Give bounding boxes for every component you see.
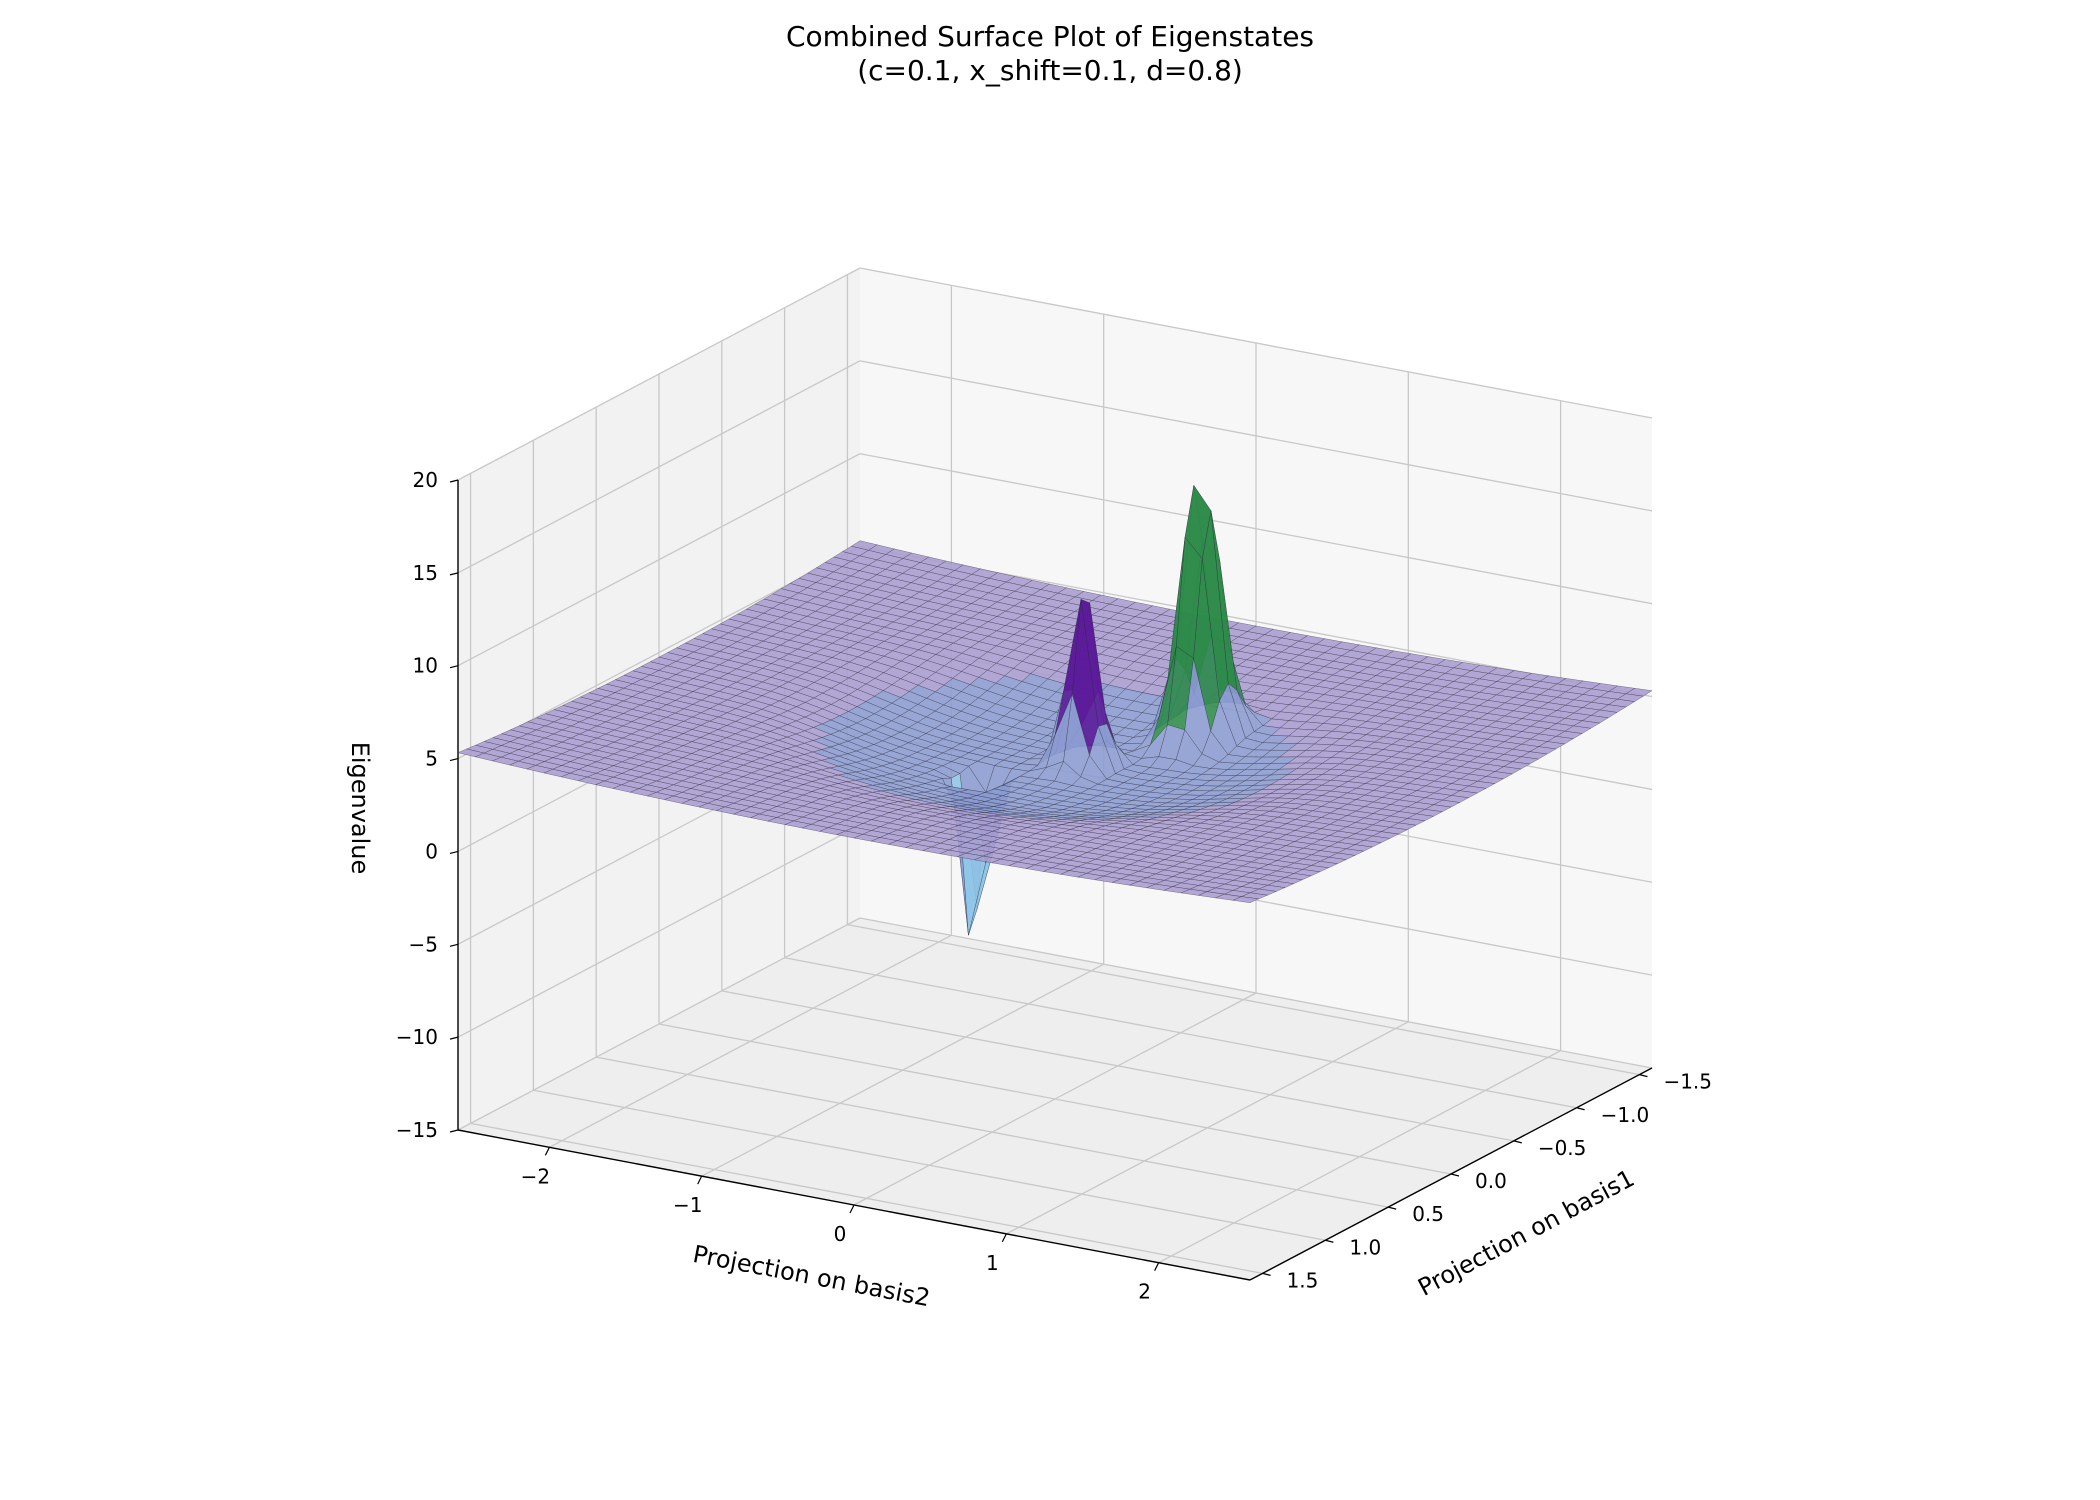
- y-tick-mark: [1450, 1173, 1460, 1177]
- chart-subtitle: (c=0.1, x_shift=0.1, d=0.8): [857, 54, 1243, 87]
- x-tick-mark: [1001, 1233, 1007, 1243]
- y-tick-label: 0.5: [1412, 1202, 1444, 1226]
- z-tick-label: −10: [396, 1025, 438, 1049]
- grid-line-y-floor: [596, 1056, 1389, 1208]
- grid-line-y-floor: [721, 990, 1514, 1142]
- x-tick-label: 1: [986, 1251, 999, 1275]
- x-tick-label: 0: [834, 1222, 847, 1246]
- x-tick-mark: [849, 1204, 855, 1214]
- grid-line-y-floor: [533, 1089, 1326, 1241]
- z-tick-label: −5: [409, 932, 438, 956]
- grid-line-y-floor: [784, 957, 1577, 1109]
- grid-line-z-left: [457, 453, 861, 667]
- x-tick-mark: [544, 1147, 550, 1156]
- y-tick-label: −1.0: [1601, 1103, 1650, 1127]
- surface-mesh: [457, 484, 1653, 936]
- z-axis-label: Eigenvalue: [346, 742, 374, 875]
- y-tick-mark: [1513, 1140, 1522, 1144]
- z-tick-mark: [449, 665, 459, 669]
- z-tick-label: −15: [396, 1118, 438, 1142]
- z-tick-mark: [449, 572, 459, 576]
- grid-line-z-left: [457, 824, 861, 1038]
- z-tick-mark: [449, 479, 459, 483]
- surface-facet: [1231, 896, 1260, 903]
- y-axis-label: Projection on basis1: [1413, 1164, 1639, 1302]
- z-tick-label: 20: [413, 468, 438, 492]
- z-tick-mark: [449, 850, 459, 855]
- z-tick-label: 0: [425, 839, 438, 863]
- y-tick-mark: [1325, 1239, 1334, 1243]
- grid-line-z-back: [859, 917, 1653, 1069]
- grid-line-z-left: [457, 267, 861, 481]
- x-tick-label: −2: [521, 1164, 550, 1188]
- z-tick-label: 15: [413, 561, 438, 585]
- grid-line-y-floor: [658, 1023, 1452, 1175]
- z-tick-label: 5: [425, 747, 438, 771]
- x-tick-mark: [697, 1175, 703, 1185]
- x-tick-label: −1: [673, 1193, 702, 1217]
- y-tick-mark: [1262, 1272, 1271, 1276]
- grid-line-y-floor: [470, 1122, 1263, 1275]
- y-tick-label: −0.5: [1538, 1136, 1587, 1160]
- grid-line-y-floor: [847, 923, 1640, 1076]
- z-tick-mark: [449, 943, 459, 947]
- z-tick-label: 10: [413, 654, 438, 678]
- x-axis-label: Projection on basis2: [691, 1240, 933, 1312]
- grid-line-z-left: [457, 360, 861, 574]
- x-tick-mark: [1154, 1262, 1160, 1271]
- y-tick-label: 1.5: [1287, 1268, 1319, 1292]
- y-tick-mark: [1639, 1074, 1648, 1078]
- axis-lines: [449, 479, 1653, 1281]
- y-tick-mark: [1388, 1206, 1397, 1210]
- z-tick-mark: [449, 757, 459, 762]
- z-tick-mark: [449, 1036, 459, 1040]
- y-tick-mark: [1576, 1107, 1585, 1111]
- grid-line-z-back: [859, 267, 1653, 419]
- y-tick-label: 1.0: [1349, 1235, 1381, 1259]
- y-tick-label: −1.5: [1663, 1070, 1712, 1094]
- x-tick-label: 2: [1138, 1280, 1151, 1304]
- y-tick-label: 0.0: [1475, 1169, 1507, 1193]
- grid-line-z-left: [457, 917, 861, 1131]
- grid-line-z-back: [859, 453, 1653, 605]
- z-tick-mark: [449, 1129, 459, 1133]
- grid-line-z-back: [859, 360, 1653, 512]
- tick-labels: −2−1012−1.5−1.0−0.50.00.51.01.5−15−10−50…: [396, 468, 1712, 1304]
- chart-title: Combined Surface Plot of Eigenstates: [785, 20, 1315, 53]
